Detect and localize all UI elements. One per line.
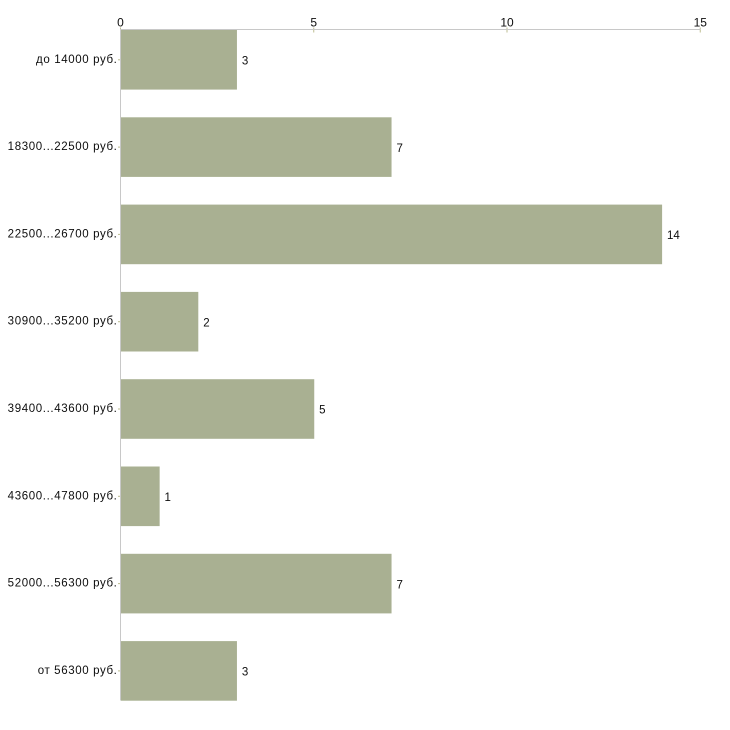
svg-text:5: 5	[310, 16, 317, 30]
svg-text:22500...26700 руб.: 22500...26700 руб.	[8, 228, 118, 240]
svg-text:2: 2	[203, 317, 209, 329]
svg-text:5: 5	[319, 405, 325, 417]
svg-text:30900...35200 руб.: 30900...35200 руб.	[8, 316, 118, 328]
svg-text:14: 14	[667, 230, 680, 242]
svg-text:10: 10	[500, 16, 514, 30]
svg-text:3: 3	[242, 667, 248, 679]
svg-text:15: 15	[694, 16, 708, 30]
svg-text:0: 0	[117, 16, 124, 30]
svg-text:1: 1	[165, 492, 171, 504]
svg-text:43600...47800 руб.: 43600...47800 руб.	[8, 490, 118, 502]
svg-text:3: 3	[242, 56, 248, 68]
svg-text:7: 7	[396, 143, 402, 155]
svg-text:до 14000 руб.: до 14000 руб.	[36, 54, 117, 66]
svg-text:от 56300 руб.: от 56300 руб.	[38, 665, 118, 677]
svg-text:39400...43600 руб.: 39400...43600 руб.	[8, 403, 118, 415]
svg-text:18300...22500 руб.: 18300...22500 руб.	[8, 141, 118, 153]
svg-text:52000...56300 руб.: 52000...56300 руб.	[8, 578, 118, 590]
svg-text:7: 7	[396, 579, 402, 591]
